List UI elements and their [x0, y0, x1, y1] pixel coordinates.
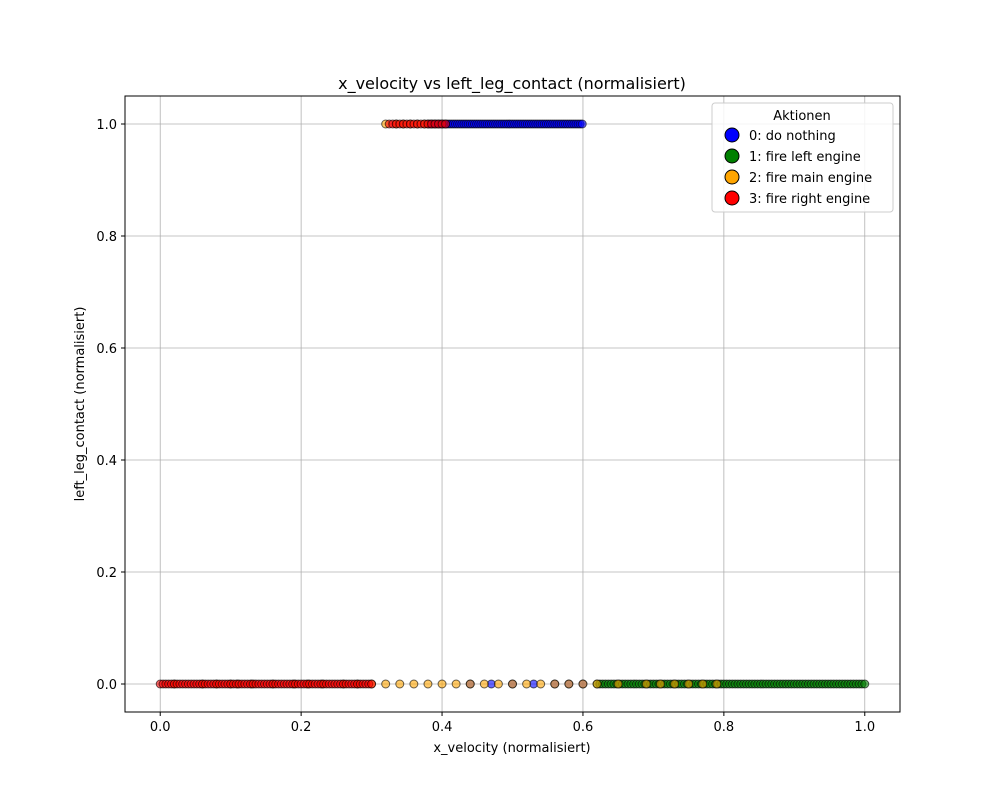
- legend-marker-2: [724, 169, 740, 185]
- legend-title: Aktionen: [773, 109, 831, 124]
- scatter-point-series-0: [577, 119, 587, 129]
- y-tick-label: 0.6: [96, 342, 117, 357]
- scatter-point-series-2: [437, 679, 447, 689]
- scatter-point-series-2: [451, 679, 461, 689]
- legend: Aktionen 0: do nothing 1: fire left engi…: [711, 102, 894, 213]
- legend-marker-3: [724, 190, 740, 206]
- x-tick-label: 1.0: [854, 720, 875, 735]
- y-tick-label: 1.0: [96, 118, 117, 133]
- scatter-point-series-2: [712, 679, 722, 689]
- x-tick-label: 0.4: [432, 720, 453, 735]
- scatter-point-series-1: [860, 679, 870, 689]
- legend-entry-0: 0: do nothing: [749, 129, 836, 144]
- scatter-point-series-2: [550, 679, 560, 689]
- scatter-point-series-2: [381, 679, 391, 689]
- legend-entry-1: 1: fire left engine: [749, 150, 861, 165]
- legend-marker-1: [724, 148, 740, 164]
- legend-entry-2: 2: fire main engine: [749, 171, 872, 186]
- scatter-point-series-2: [479, 679, 489, 689]
- scatter-point-series-2: [395, 679, 405, 689]
- legend-marker-0: [724, 127, 740, 143]
- scatter-point-series-2: [641, 679, 651, 689]
- scatter-point-series-2: [409, 679, 419, 689]
- scatter-point-series-2: [613, 679, 623, 689]
- scatter-point-series-3: [367, 679, 377, 689]
- scatter-point-series-2: [655, 679, 665, 689]
- scatter-point-series-2: [508, 679, 517, 689]
- x-tick-label: 0.2: [291, 720, 312, 735]
- scatter-point-series-2: [423, 679, 433, 689]
- chart-title: x_velocity vs left_leg_contact (normalis…: [338, 74, 686, 94]
- scatter-point-series-2: [564, 679, 574, 689]
- legend-box: [711, 102, 894, 213]
- scatter-point-series-2: [592, 679, 602, 689]
- y-tick-label: 0.2: [96, 566, 117, 581]
- x-axis-label: x_velocity (normalisiert): [433, 741, 590, 756]
- scatter-point-series-3: [441, 119, 451, 129]
- scatter-point-series-2: [493, 679, 503, 689]
- scatter-point-series-2: [684, 679, 694, 689]
- scatter-point-series-2: [536, 679, 546, 689]
- y-tick-label: 0.8: [96, 230, 117, 245]
- grid-lines: [125, 96, 900, 712]
- x-tick-label: 0.0: [150, 720, 171, 735]
- scatter-point-series-2: [522, 679, 532, 689]
- scatter-point-series-2: [465, 679, 475, 689]
- plot-frame: [124, 95, 901, 713]
- y-tick-label: 0.0: [96, 678, 117, 693]
- y-axis-label: left_leg_contact (normalisiert): [73, 307, 88, 502]
- scatter-point-series-2: [670, 679, 680, 689]
- data-points: [155, 119, 870, 689]
- scatter-point-series-2: [578, 679, 588, 689]
- x-tick-label: 0.8: [714, 720, 735, 735]
- axis-ticks: 0.0 0.2 0.4 0.6 0.8 1.0 0.0 0.2 0.4 0.6 0.8 1.0: [96, 118, 875, 735]
- x-tick-label: 0.6: [573, 720, 594, 735]
- y-tick-label: 0.4: [96, 454, 117, 469]
- legend-entry-3: 3: fire right engine: [749, 192, 870, 207]
- scatter-point-series-2: [698, 679, 708, 689]
